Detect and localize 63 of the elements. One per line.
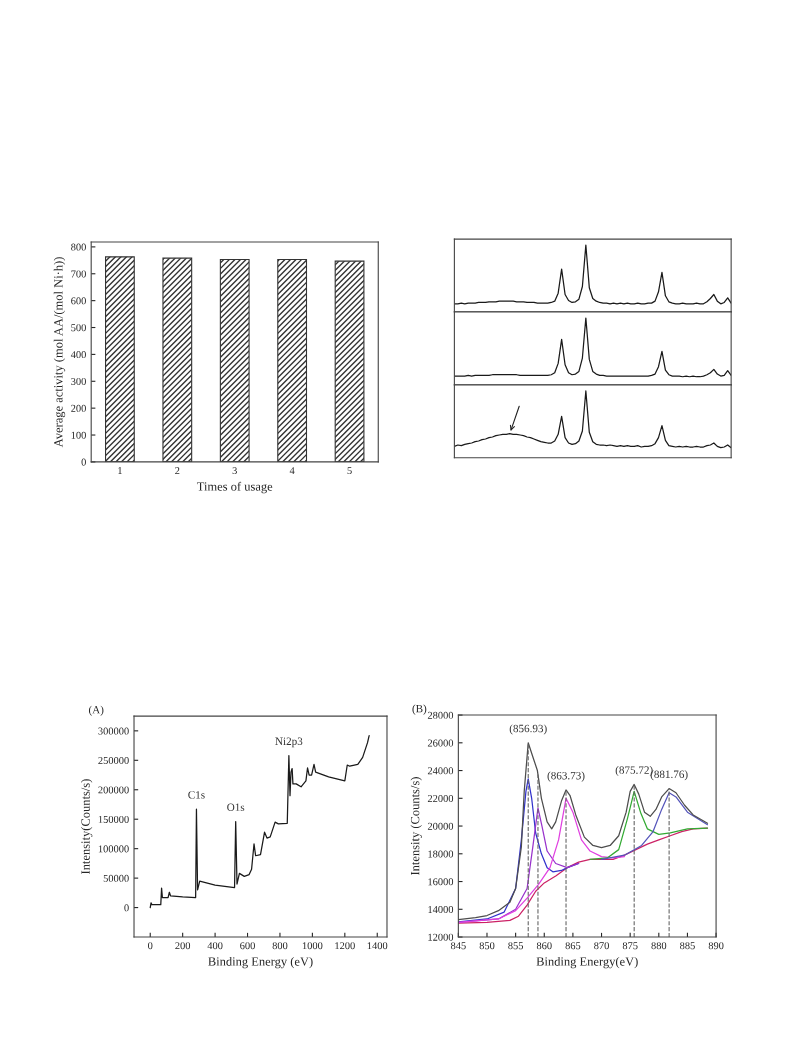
x-tick-label: 200 xyxy=(175,942,191,950)
x-tick-label: 1 xyxy=(118,467,122,474)
y-tick-label: 600 xyxy=(71,297,86,305)
annotation: C1s xyxy=(188,791,205,799)
x-tick-label: 5 xyxy=(347,467,352,475)
annotation: Ni2p3 xyxy=(275,737,303,748)
x-tick-label: 600 xyxy=(240,942,255,950)
y-tick-label: 50000 xyxy=(103,874,129,882)
x-tick-label: 890 xyxy=(708,942,724,950)
x-tick-label: 860 xyxy=(536,942,552,950)
y-tick-label: 200 xyxy=(71,404,86,412)
y-tick-label: 28000 xyxy=(427,711,454,719)
x-tick-label: 800 xyxy=(272,942,288,950)
x-tick-label: 885 xyxy=(680,942,695,950)
y-tick-label: 24000 xyxy=(427,767,454,775)
y-tick-label: 0 xyxy=(81,458,86,466)
y-tick-label: 22000 xyxy=(427,794,454,803)
x-tick-label: 400 xyxy=(207,942,223,950)
y-tick-label: 0 xyxy=(124,904,129,912)
x-tick-label: 870 xyxy=(594,942,609,950)
x-axis-title: Binding Energy(eV) xyxy=(536,956,638,969)
y-tick-label: 12000 xyxy=(428,933,454,941)
x-tick-label: 865 xyxy=(565,942,581,950)
chart-title: (B) xyxy=(412,704,427,715)
y-tick-label: 100000 xyxy=(98,845,129,853)
y-tick-label: 300 xyxy=(71,377,86,385)
y-tick-label: 14000 xyxy=(428,905,454,913)
x-tick-label: 880 xyxy=(651,942,667,950)
x-tick-label: 850 xyxy=(479,942,495,950)
annotation: (856.93) xyxy=(509,724,547,735)
y-axis-title: Intensity (Counts/s) xyxy=(410,777,422,876)
annotation: (863.73) xyxy=(547,771,585,782)
x-tick-label: 1400 xyxy=(367,942,388,950)
chart-title: (A) xyxy=(88,705,104,716)
x-axis-title: Binding Energy (eV) xyxy=(208,956,313,969)
x-tick-label: 855 xyxy=(508,942,524,950)
annotation: O1s xyxy=(227,803,245,811)
y-tick-label: 400 xyxy=(70,351,86,359)
line-series xyxy=(149,734,370,909)
x-tick-label: 0 xyxy=(148,942,153,950)
x-tick-label: 875 xyxy=(622,942,638,950)
y-tick-label: 20000 xyxy=(427,822,454,830)
y-tick-label: 300000 xyxy=(98,727,129,735)
x-tick-label: 2 xyxy=(175,467,180,474)
x-tick-label: 1200 xyxy=(335,942,355,950)
x-tick-label: 1000 xyxy=(302,942,323,950)
y-tick-label: 800 xyxy=(71,243,86,251)
x-tick-label: 4 xyxy=(289,467,295,474)
x-tick-label: 3 xyxy=(232,467,237,475)
y-axis-title: Average activity (mol AA/(mol Ni·h)) xyxy=(53,257,66,448)
line-series xyxy=(458,797,626,924)
y-tick-label: 26000 xyxy=(427,739,454,747)
y-tick-label: 150000 xyxy=(98,815,129,823)
y-tick-label: 18000 xyxy=(428,850,454,858)
y-tick-label: 100 xyxy=(71,431,86,439)
y-tick-label: 16000 xyxy=(428,878,454,886)
y-tick-label: 500 xyxy=(71,324,86,332)
y-tick-label: 200000 xyxy=(98,786,129,794)
y-tick-label: 250000 xyxy=(98,756,129,765)
y-axis-title: Intensity(Counts/s) xyxy=(80,779,93,875)
x-axis-title: Times of usage xyxy=(196,481,273,494)
x-tick-label: 845 xyxy=(450,942,466,950)
y-tick-label: 700 xyxy=(71,270,86,278)
